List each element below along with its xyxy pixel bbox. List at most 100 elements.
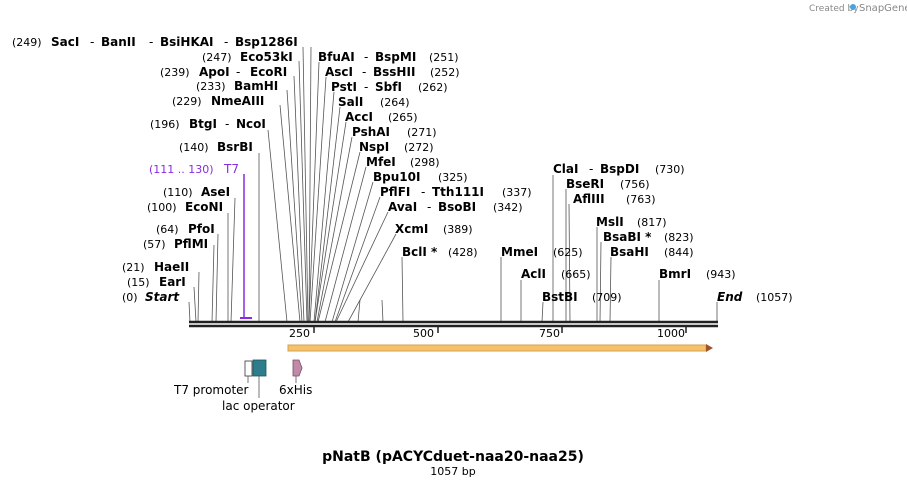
- t7-label: T7: [223, 162, 239, 176]
- enzyme-label: BstBI: [542, 290, 578, 304]
- svg-text:-: -: [427, 200, 431, 214]
- svg-text:-: -: [589, 162, 593, 176]
- site-position: (271): [407, 126, 437, 139]
- enzyme-label: BanII: [101, 35, 136, 49]
- tick-label: 250: [289, 327, 310, 340]
- enzyme-label: SbfI: [375, 80, 402, 94]
- enzyme-label: BspMI: [375, 50, 416, 64]
- map-length: 1057 bp: [430, 465, 475, 478]
- site-position: (15): [127, 276, 150, 289]
- site-position: (756): [620, 178, 650, 191]
- site-position: (337): [502, 186, 532, 199]
- start-label: Start: [145, 290, 180, 304]
- site-position: (262): [418, 81, 448, 94]
- svg-text:-: -: [224, 35, 228, 49]
- enzyme-label: ApoI: [199, 65, 230, 79]
- enzyme-label: BsaBI *: [603, 230, 652, 244]
- orf-feature: [287, 344, 707, 352]
- enzyme-label: BsaHI: [610, 245, 649, 259]
- t7-promoter-feature: [244, 360, 253, 377]
- site-position: (140): [179, 141, 209, 154]
- snapgene-logo-icon: [850, 4, 856, 10]
- svg-text:-: -: [364, 50, 368, 64]
- site-position: (64): [156, 223, 179, 236]
- enzyme-label: AvaI: [388, 200, 417, 214]
- site-position: (100): [147, 201, 177, 214]
- enzyme-label: PflFI: [380, 185, 410, 199]
- site-position: (239): [160, 66, 190, 79]
- svg-text:-: -: [149, 35, 153, 49]
- site-position: (252): [430, 66, 460, 79]
- enzyme-label: BmrI: [659, 267, 691, 281]
- enzyme-label: XcmI: [395, 222, 428, 236]
- his-tag-feature: [292, 359, 303, 377]
- site-position: (1057): [756, 291, 793, 304]
- enzyme-label: BssHII: [373, 65, 415, 79]
- site-position: (247): [202, 51, 232, 64]
- enzyme-label: ClaI: [553, 162, 578, 176]
- site-position: (196): [150, 118, 180, 131]
- enzyme-label: BsiHKAI: [160, 35, 214, 49]
- site-position: (229): [172, 95, 202, 108]
- site-position: (625): [553, 246, 583, 259]
- enzyme-label: BfuAI: [318, 50, 355, 64]
- site-position: (264): [380, 96, 410, 109]
- t7-range: (111 .. 130): [149, 163, 214, 176]
- enzyme-label: MslI: [596, 215, 624, 229]
- enzyme-label: Bsp1286I: [235, 35, 298, 49]
- credit-prefix: Created by: [809, 4, 859, 14]
- site-position: (844): [664, 246, 694, 259]
- svg-text:-: -: [362, 65, 366, 79]
- enzyme-label: SalI: [338, 95, 363, 109]
- lac-operator-label: lac operator: [222, 399, 295, 413]
- credit-brand: SnapGene: [859, 3, 907, 14]
- t7-promoter-label: T7 promoter: [173, 383, 249, 397]
- enzyme-label: BseRI: [566, 177, 604, 191]
- site-position: (265): [388, 111, 418, 124]
- svg-text:-: -: [364, 80, 368, 94]
- site-position: (943): [706, 268, 736, 281]
- site-position: (272): [404, 141, 434, 154]
- site-position: (342): [493, 201, 523, 214]
- end-label: End: [717, 290, 743, 304]
- enzyme-label: MfeI: [366, 155, 396, 169]
- tick-label: 500: [413, 327, 434, 340]
- enzyme-label: Eco53kI: [240, 50, 293, 64]
- scale-ticks: [313, 326, 687, 333]
- site-position: (665): [561, 268, 591, 281]
- site-position: (298): [410, 156, 440, 169]
- enzyme-label: BsoBI: [438, 200, 476, 214]
- svg-text:-: -: [421, 185, 425, 199]
- enzyme-label: NmeAIII: [211, 94, 264, 108]
- enzyme-label: MmeI: [501, 245, 538, 259]
- enzyme-label: SacI: [51, 35, 79, 49]
- enzyme-label: Tth111I: [432, 185, 484, 199]
- tick-label: 1000: [657, 327, 685, 340]
- enzyme-label: BclI *: [402, 245, 438, 259]
- enzyme-label: PfoI: [188, 222, 215, 236]
- enzyme-label: BsrBI: [217, 140, 253, 154]
- enzyme-label: EarI: [159, 275, 186, 289]
- site-position: (249): [12, 36, 42, 49]
- enzyme-label: PstI: [331, 80, 357, 94]
- enzyme-label: EcoNI: [185, 200, 223, 214]
- orf-arrow-icon: [706, 344, 713, 352]
- site-position: (325): [438, 171, 468, 184]
- enzyme-label: AseI: [201, 185, 230, 199]
- enzyme-label: AccI: [345, 110, 373, 124]
- enzyme-label: BtgI: [189, 117, 217, 131]
- his-tag-label: 6xHis: [279, 383, 312, 397]
- svg-text:-: -: [225, 117, 229, 131]
- map-title: pNatB (pACYCduet-naa20-naa25): [322, 449, 584, 465]
- site-position: (763): [626, 193, 656, 206]
- enzyme-label: AscI: [325, 65, 353, 79]
- site-position: (389): [443, 223, 473, 236]
- site-position: (0): [122, 291, 138, 304]
- lac-operator-feature: [252, 359, 267, 377]
- tick-label: 750: [539, 327, 560, 340]
- enzyme-label: BspDI: [600, 162, 639, 176]
- site-position: (233): [196, 80, 226, 93]
- enzyme-label: AclI: [521, 267, 546, 281]
- site-position: (817): [637, 216, 667, 229]
- site-position: (428): [448, 246, 478, 259]
